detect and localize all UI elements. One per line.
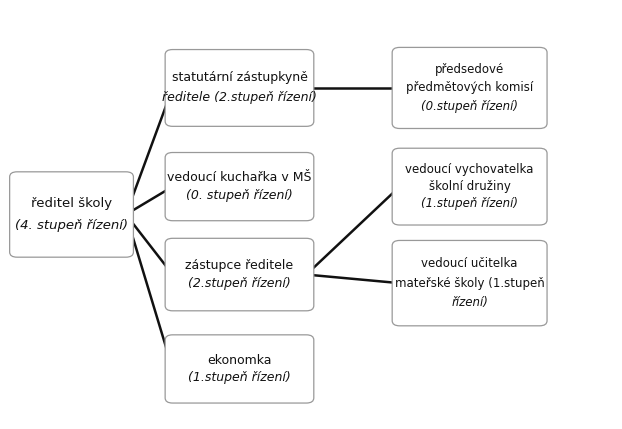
Text: školní družiny: školní družiny xyxy=(429,180,511,193)
FancyBboxPatch shape xyxy=(165,335,313,403)
Text: (1.stupeň řízení): (1.stupeň řízení) xyxy=(188,371,291,384)
FancyBboxPatch shape xyxy=(392,240,547,326)
Text: (4. stupeň řízení): (4. stupeň řízení) xyxy=(15,219,128,232)
Text: statutární zástupkyně: statutární zástupkyně xyxy=(172,72,307,85)
Text: vedoucí kuchařka v MŠ: vedoucí kuchařka v MŠ xyxy=(167,172,312,184)
Text: ekonomka: ekonomka xyxy=(207,354,272,367)
Text: vedoucí vychovatelka: vedoucí vychovatelka xyxy=(406,163,534,176)
FancyBboxPatch shape xyxy=(165,153,313,221)
Text: řízení): řízení) xyxy=(451,296,488,309)
FancyBboxPatch shape xyxy=(392,48,547,129)
Text: (1.stupeň řízení): (1.stupeň řízení) xyxy=(421,197,518,210)
FancyBboxPatch shape xyxy=(392,148,547,225)
Text: zástupce ředitele: zástupce ředitele xyxy=(185,259,294,272)
Text: (2.stupeň řízení): (2.stupeň řízení) xyxy=(188,278,291,290)
Text: ředitele (2.stupeň řízení): ředitele (2.stupeň řízení) xyxy=(162,91,317,104)
Text: (0.stupeň řízení): (0.stupeň řízení) xyxy=(421,100,518,113)
FancyBboxPatch shape xyxy=(165,239,313,311)
FancyBboxPatch shape xyxy=(10,172,134,257)
Text: ředitel školy: ředitel školy xyxy=(31,197,112,210)
Text: mateřské školy (1.stupeň: mateřské školy (1.stupeň xyxy=(395,277,544,290)
Text: předsedové: předsedové xyxy=(435,63,504,76)
FancyBboxPatch shape xyxy=(165,49,313,127)
Text: předmětových komisí: předmětových komisí xyxy=(406,82,533,94)
Text: (0. stupeň řízení): (0. stupeň řízení) xyxy=(186,189,293,202)
Text: vedoucí učitelka: vedoucí učitelka xyxy=(422,257,518,270)
